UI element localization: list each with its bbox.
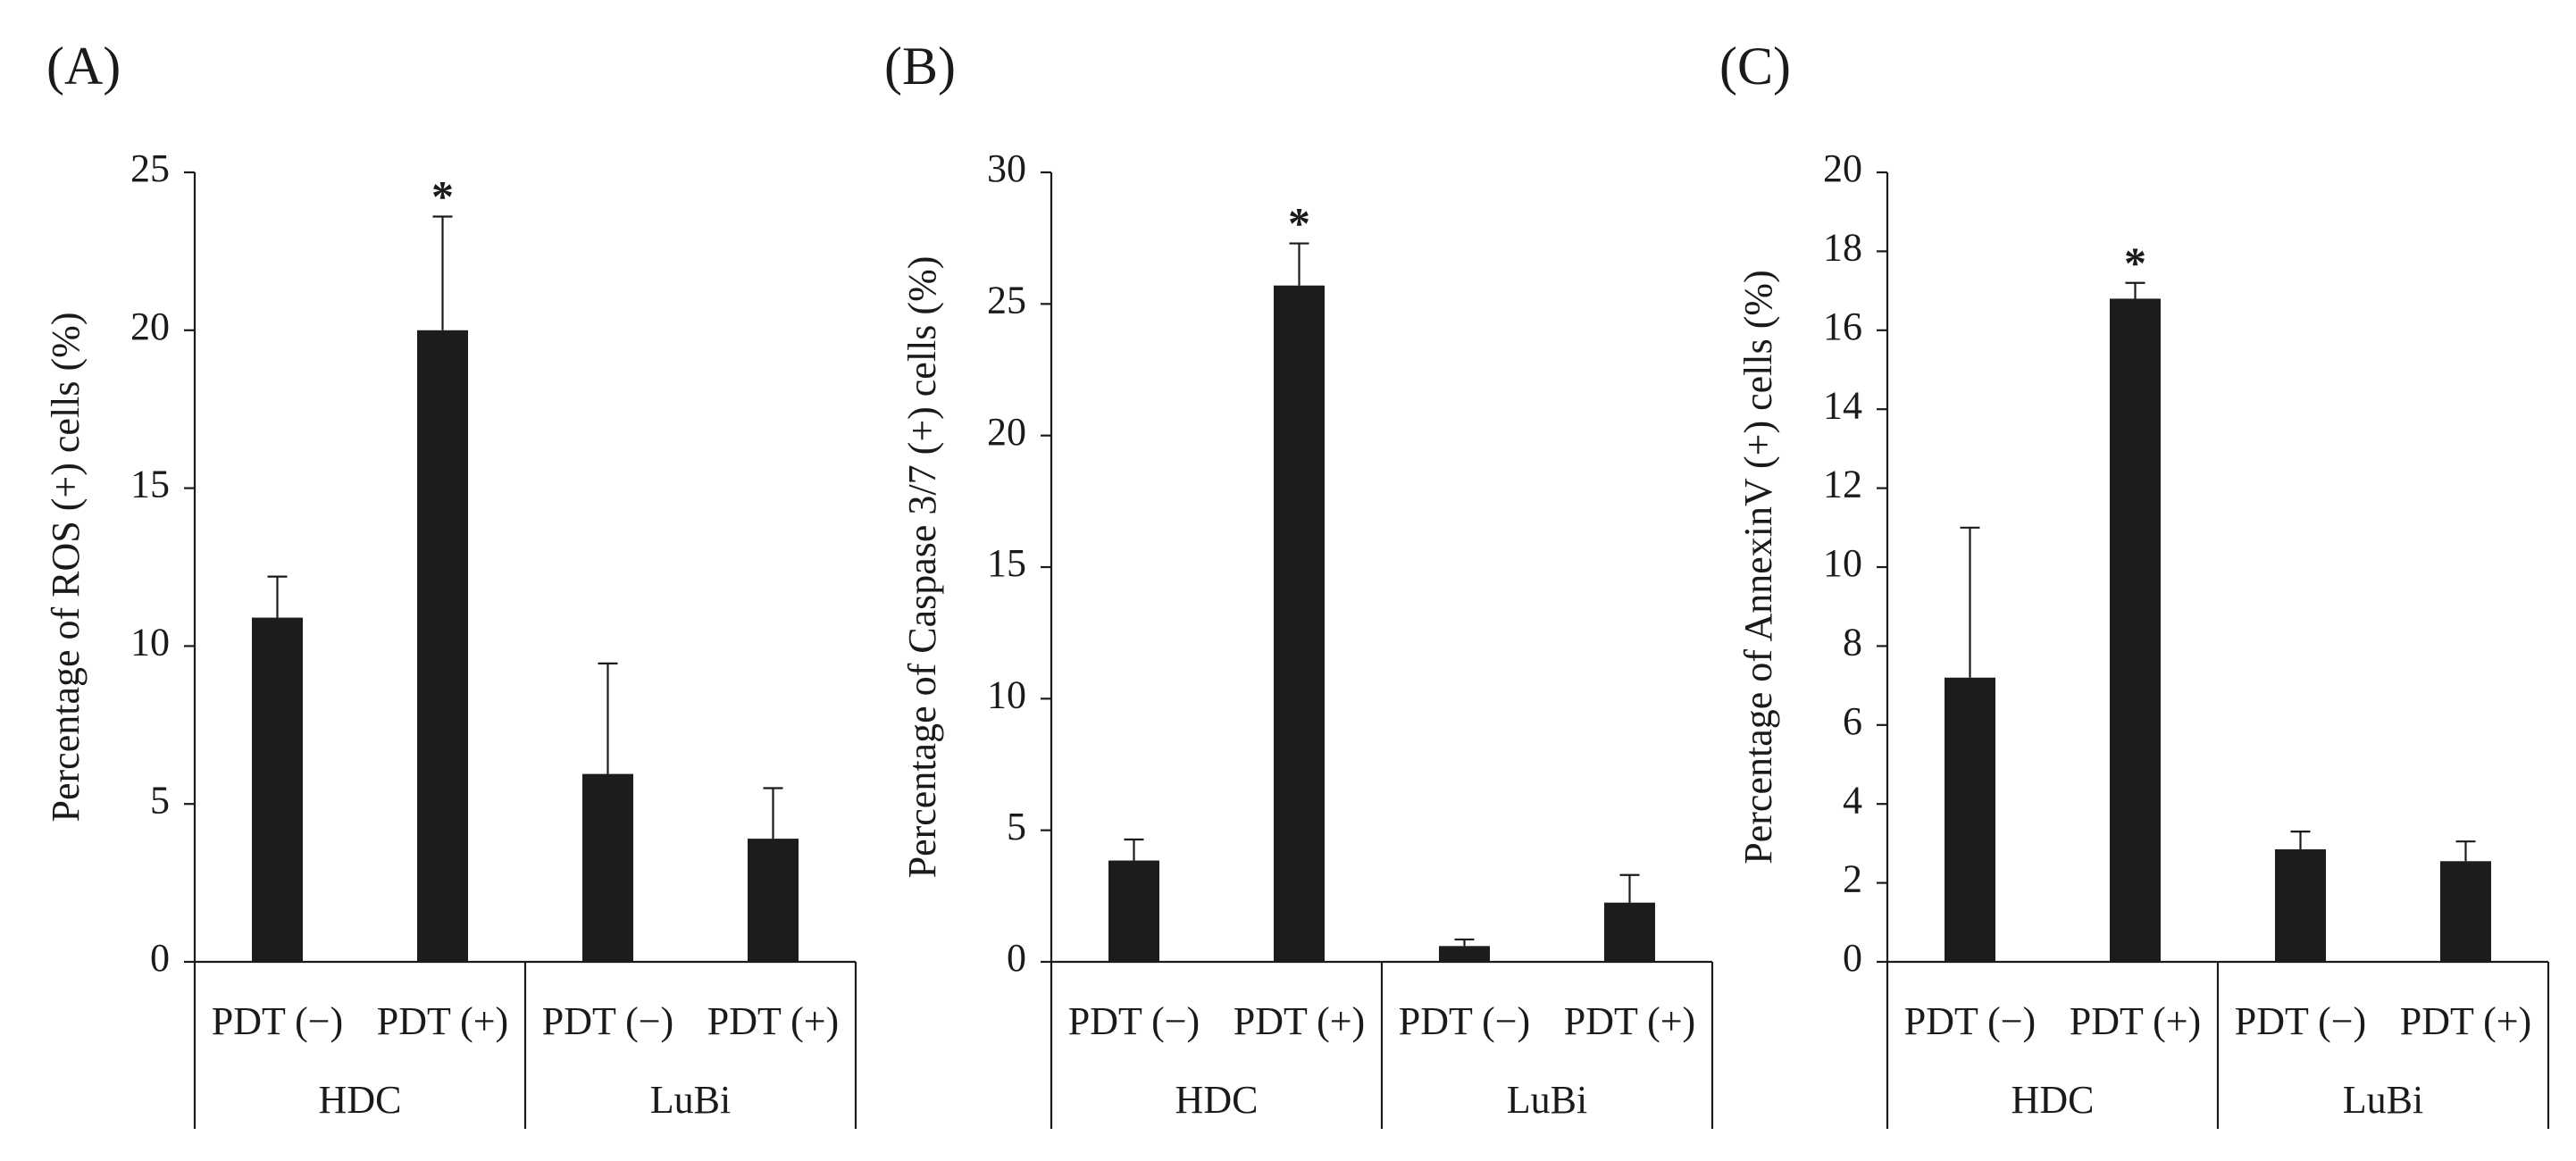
panel-label: (B) — [884, 37, 956, 96]
panel-label: (C) — [1719, 37, 1791, 96]
y-tick-label: 18 — [1823, 225, 1862, 269]
y-tick-label: 5 — [150, 778, 170, 822]
y-tick-label: 10 — [130, 620, 170, 664]
y-tick-label: 8 — [1843, 620, 1862, 664]
y-tick-label: 15 — [130, 463, 170, 506]
y-tick-label: 20 — [987, 410, 1026, 454]
significance-star: * — [2124, 238, 2146, 288]
x-category-label: PDT (−) — [1904, 999, 2036, 1043]
y-tick-label: 6 — [1843, 699, 1862, 743]
y-tick-label: 4 — [1843, 778, 1862, 822]
y-tick-label: 15 — [987, 541, 1026, 585]
chart-panel-1: (A) 0 5 10 15 20 25 Percentage of ROS (+) cells… — [44, 37, 857, 1129]
y-tick-label: 5 — [1007, 805, 1026, 848]
x-category-label: PDT (+) — [2400, 999, 2531, 1043]
y-tick-label: 16 — [1823, 305, 1862, 348]
y-tick-label: 2 — [1843, 857, 1862, 901]
bar — [252, 617, 303, 962]
y-tick-label: 0 — [150, 936, 170, 980]
y-tick-label: 10 — [987, 672, 1026, 716]
y-tick-label: 14 — [1823, 383, 1862, 427]
x-group-label: HDC — [319, 1078, 402, 1122]
bar — [1945, 677, 1995, 962]
y-tick-label: 12 — [1823, 463, 1862, 506]
x-category-label: PDT (+) — [2070, 999, 2201, 1043]
significance-star: * — [1288, 198, 1310, 248]
x-group-label: HDC — [1175, 1078, 1259, 1122]
x-category-label: PDT (−) — [1068, 999, 1200, 1043]
bar — [1439, 946, 1490, 962]
bar — [1274, 285, 1325, 962]
y-tick-label: 25 — [130, 146, 170, 190]
y-axis-label: Percentage of ROS (+) cells (%) — [44, 313, 88, 823]
y-tick-label: 20 — [130, 305, 170, 348]
bar — [1108, 860, 1159, 962]
chart-panel-2: (B) 0 5 10 15 20 25 30 Percentage of Caspase 3/7… — [884, 37, 1714, 1129]
bar — [417, 330, 468, 962]
x-group-label: LuBi — [650, 1078, 731, 1122]
x-category-label: PDT (+) — [707, 999, 839, 1043]
y-tick-label: 0 — [1843, 936, 1862, 980]
significance-star: * — [431, 171, 454, 221]
x-group-label: HDC — [2011, 1078, 2095, 1122]
bar — [748, 839, 799, 962]
y-tick-label: 25 — [987, 278, 1026, 322]
bar — [2275, 849, 2326, 962]
x-category-label: PDT (+) — [1564, 999, 1695, 1043]
chart-panel-3: (C) 0 2 4 6 8 10 12 14 16 18 20 Percentage of Annexi… — [1719, 37, 2550, 1129]
x-category-label: PDT (−) — [212, 999, 343, 1043]
x-category-label: PDT (+) — [1234, 999, 1365, 1043]
x-group-label: LuBi — [1507, 1078, 1587, 1122]
y-axis-label: Percentage of AnnexinV (+) cells (%) — [1736, 270, 1780, 864]
panel-label: (A) — [46, 37, 121, 96]
y-tick-label: 10 — [1823, 541, 1862, 585]
bar — [2110, 298, 2161, 962]
x-category-label: PDT (−) — [1399, 999, 1530, 1043]
x-group-label: LuBi — [2343, 1078, 2423, 1122]
x-category-label: PDT (−) — [542, 999, 673, 1043]
y-axis-label: Percentage of Caspase 3/7 (+) cells (%) — [900, 256, 944, 879]
x-category-label: PDT (+) — [377, 999, 508, 1043]
x-category-label: PDT (−) — [2235, 999, 2366, 1043]
y-tick-label: 0 — [1007, 936, 1026, 980]
y-tick-label: 20 — [1823, 146, 1862, 190]
y-tick-label: 30 — [987, 146, 1026, 190]
bar — [2440, 861, 2491, 962]
bar — [582, 773, 633, 962]
bar — [1604, 902, 1655, 962]
